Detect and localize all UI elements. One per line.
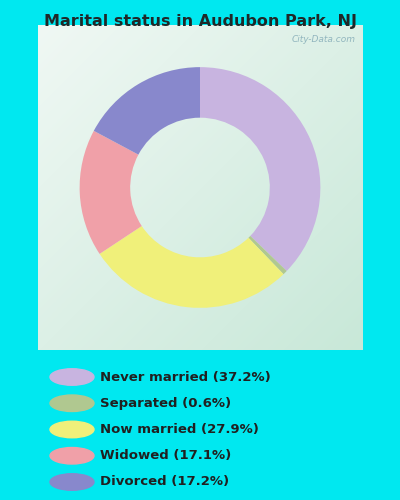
- Circle shape: [50, 474, 94, 490]
- Circle shape: [50, 369, 94, 385]
- Wedge shape: [100, 226, 284, 308]
- Circle shape: [50, 448, 94, 464]
- Circle shape: [50, 395, 94, 411]
- Circle shape: [50, 421, 94, 438]
- Text: City-Data.com: City-Data.com: [292, 35, 356, 44]
- Text: Never married (37.2%): Never married (37.2%): [100, 370, 271, 384]
- Text: Marital status in Audubon Park, NJ: Marital status in Audubon Park, NJ: [44, 14, 356, 29]
- Text: Now married (27.9%): Now married (27.9%): [100, 423, 259, 436]
- Wedge shape: [248, 236, 287, 274]
- Wedge shape: [80, 131, 142, 254]
- Wedge shape: [94, 67, 200, 154]
- Wedge shape: [200, 67, 320, 271]
- Text: Separated (0.6%): Separated (0.6%): [100, 397, 231, 410]
- Text: Divorced (17.2%): Divorced (17.2%): [100, 476, 229, 488]
- Text: Widowed (17.1%): Widowed (17.1%): [100, 449, 231, 462]
